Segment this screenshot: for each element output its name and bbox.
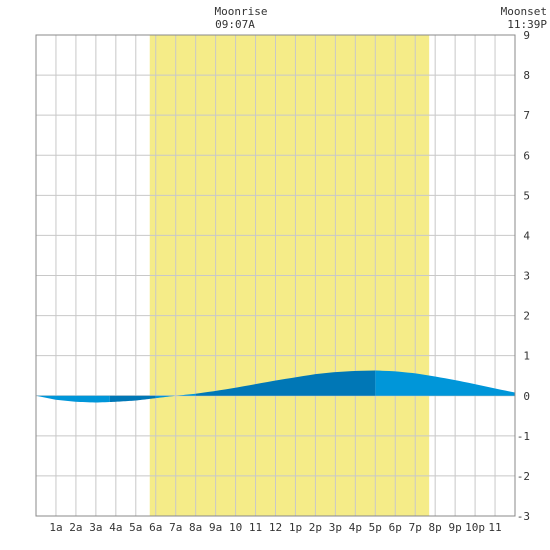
y-tick-label: 8: [523, 69, 530, 82]
y-tick-label: 6: [523, 149, 530, 162]
x-tick-label: 2p: [309, 521, 322, 534]
x-tick-label: 7p: [409, 521, 422, 534]
x-tick-label: 11: [249, 521, 262, 534]
tide-area-layer: [36, 370, 515, 403]
x-tick-label: 4p: [349, 521, 362, 534]
tide-area-segment-dark: [109, 395, 156, 402]
moonset-time: 11:39P: [507, 18, 547, 31]
tide-area-segment-light: [36, 395, 110, 403]
moonset-label: Moonset: [501, 5, 547, 18]
y-tick-label: -3: [517, 510, 530, 523]
grid-layer: [36, 35, 515, 516]
y-tick-label: 1: [523, 350, 530, 363]
y-tick-label: 9: [523, 29, 530, 42]
x-tick-label: 5a: [129, 521, 142, 534]
x-tick-label: 11: [488, 521, 501, 534]
x-tick-label: 8p: [429, 521, 442, 534]
x-tick-label: 2a: [69, 521, 82, 534]
x-tick-label: 4a: [109, 521, 122, 534]
x-tick-label: 1a: [49, 521, 62, 534]
y-tick-label: 3: [523, 270, 530, 283]
moonrise-label: Moonrise: [215, 5, 268, 18]
x-tick-label: 6a: [149, 521, 162, 534]
y-tick-labels: 9 8 7 6 5 4 3 2 1 0 -1 -2 -3: [517, 29, 531, 523]
x-tick-label: 3a: [89, 521, 102, 534]
moonrise-time: 09:07A: [215, 18, 255, 31]
x-tick-label: 9a: [209, 521, 222, 534]
y-tick-label: 5: [523, 189, 530, 202]
x-tick-label: 10: [229, 521, 242, 534]
tide-area-segment-light: [375, 370, 515, 396]
tide-area-segment-light: [155, 393, 196, 399]
y-tick-label: 0: [523, 390, 530, 403]
y-tick-label: -1: [517, 430, 530, 443]
y-tick-label: 7: [523, 109, 530, 122]
x-tick-label: 12: [269, 521, 282, 534]
x-tick-label: 8a: [189, 521, 202, 534]
plot-border: [35, 34, 516, 517]
y-tick-label: 4: [523, 229, 530, 242]
x-tick-label: 6p: [389, 521, 402, 534]
x-tick-label: 10p: [465, 521, 485, 534]
x-tick-label: 7a: [169, 521, 182, 534]
x-tick-labels: 1a 2a 3a 4a 5a 6a 7a 8a 9a 10 11 12 1p 2p 3p 4p 5p 6p 7p 8p…: [49, 521, 501, 534]
x-tick-label: 3p: [329, 521, 342, 534]
y-tick-label: 2: [523, 310, 530, 323]
x-tick-label: 5p: [369, 521, 382, 534]
tide-area-segment-dark: [195, 370, 376, 396]
y-tick-label: -2: [517, 470, 530, 483]
x-tick-label: 1p: [289, 521, 302, 534]
x-tick-label: 9p: [449, 521, 462, 534]
